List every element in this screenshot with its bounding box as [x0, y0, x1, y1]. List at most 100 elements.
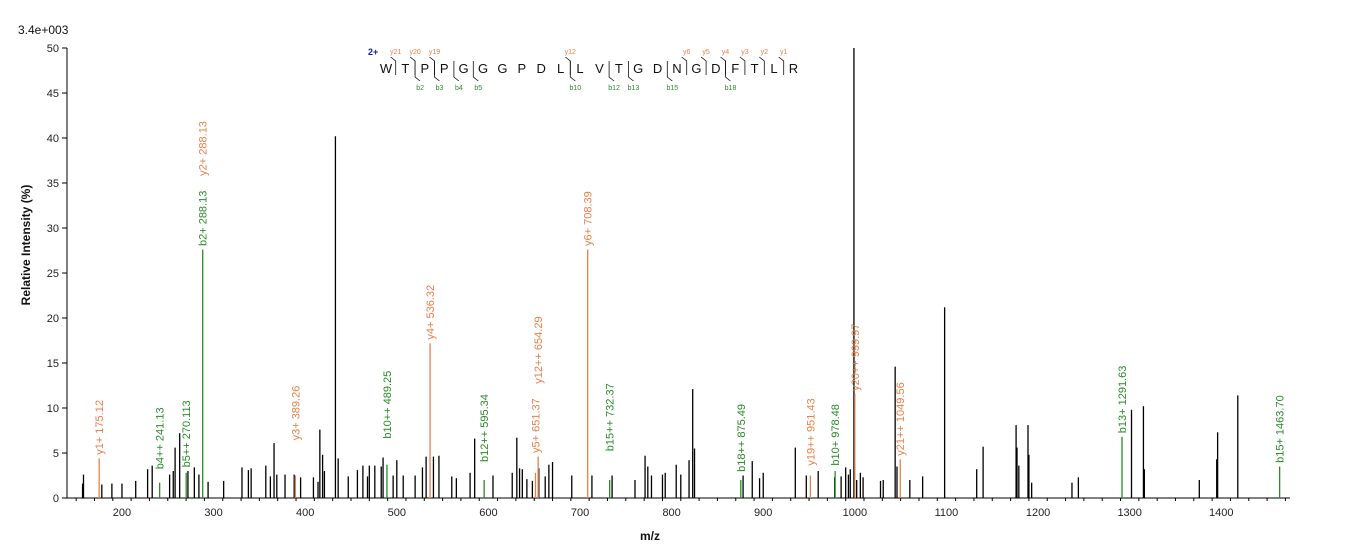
- peak-label: b10++ 489.25: [382, 371, 394, 439]
- peak-bars: [81, 48, 1239, 498]
- sequence-residue: T: [401, 61, 409, 76]
- b-ion-bracket: [608, 61, 615, 82]
- sequence-residue: D: [711, 61, 720, 76]
- b-ion-label: b5: [474, 85, 482, 92]
- y-ion-label: y3: [741, 49, 749, 56]
- sequence-residue: D: [537, 61, 546, 76]
- b-ion-label: b10: [569, 85, 581, 92]
- x-tick-label: 400: [296, 507, 314, 519]
- y-ion-bracket: [739, 56, 746, 75]
- y-ion-bracket: [720, 56, 726, 75]
- x-tick-label: 1300: [1117, 507, 1141, 519]
- b-ion-label: b15: [666, 85, 678, 92]
- charge-state-label: 2+: [368, 47, 378, 57]
- peak-label: y20++ 999.97: [850, 324, 862, 391]
- y-ion-bracket: [759, 56, 765, 75]
- x-tick-label: 600: [479, 507, 497, 519]
- y-ion-label: y21: [390, 49, 401, 56]
- y-ion-label: y4: [722, 49, 730, 56]
- sequence-residue: N: [672, 61, 681, 76]
- y-ion-label: y5: [702, 49, 710, 56]
- b-ion-label: b13: [628, 85, 640, 92]
- x-tick-label: 200: [113, 507, 131, 519]
- x-axis-title: m/z: [640, 529, 660, 543]
- y-tick-label: 40: [47, 133, 59, 145]
- peak-label: b15++ 732.37: [605, 383, 617, 451]
- sequence-residue: P: [517, 61, 526, 76]
- sequence-residue: P: [420, 61, 429, 76]
- b-ion-bracket: [666, 61, 673, 82]
- x-tick-label: 1100: [935, 507, 959, 519]
- y-ion-bracket: [429, 56, 435, 75]
- x-tick-label: 500: [388, 507, 406, 519]
- x-tick-label: 1400: [1209, 507, 1233, 519]
- y-tick-label: 20: [47, 313, 59, 325]
- b-ion-bracket: [725, 61, 731, 82]
- b-ion-label: b3: [436, 85, 444, 92]
- y-ion-bracket: [409, 56, 416, 75]
- peak-label: y1+ 175.12: [94, 400, 106, 455]
- x-tick-label: 1200: [1026, 507, 1050, 519]
- b-ion-label: b2: [416, 85, 424, 92]
- sequence-residue: G: [478, 61, 488, 76]
- peak-label: y3+ 389.26: [290, 386, 302, 441]
- b-ion-label: b4: [455, 85, 463, 92]
- sequence-residue: W: [380, 61, 393, 76]
- peak-label: y4+ 536.32: [425, 285, 437, 340]
- y-ion-bracket: [681, 56, 688, 75]
- y-ion-bracket: [700, 56, 707, 75]
- sequence-residue: P: [440, 61, 449, 76]
- sequence-residue: G: [497, 61, 507, 76]
- y-ion-bracket: [390, 56, 397, 75]
- y-ion-bracket: [778, 56, 785, 75]
- y-tick-label: 45: [47, 88, 59, 100]
- y-ion-label: y2: [761, 49, 769, 56]
- y-ion-label: y20: [409, 49, 420, 56]
- y-ion-label: y19: [429, 49, 440, 56]
- y-ion-label: y12: [565, 49, 576, 56]
- b-ion-bracket: [628, 61, 634, 82]
- y-tick-label: 35: [47, 178, 59, 190]
- sequence-residue: G: [633, 61, 643, 76]
- peak-label: b15+ 1463.70: [1275, 395, 1287, 463]
- peak-label: b2+ 288.13: [198, 191, 210, 246]
- y-ion-label: y1: [780, 49, 788, 56]
- intensity-scale-label: 3.4e+003: [18, 23, 69, 37]
- sequence-residue: F: [731, 61, 739, 76]
- sequence-residue: R: [789, 61, 798, 76]
- peak-label: y2+ 288.13: [198, 121, 210, 176]
- sequence-residue: G: [459, 61, 469, 76]
- x-tick-label: 300: [204, 507, 222, 519]
- peak-label: y12++ 654.29: [533, 316, 545, 383]
- b-ion-bracket: [569, 61, 576, 82]
- sequence-residue: G: [691, 61, 701, 76]
- sequence-residue: L: [557, 61, 564, 76]
- sequence-residue: L: [576, 61, 583, 76]
- sequence-residue: L: [770, 61, 777, 76]
- y-tick-label: 15: [47, 358, 59, 370]
- axes: 0 5 10 15 20 25 30 35 40 45 50 200 300 400 500 600 700 80…: [47, 43, 1290, 519]
- peak-label: b5++ 270.113: [181, 400, 193, 467]
- x-tick-label: 1000: [843, 507, 867, 519]
- b-ion-bracket: [434, 61, 440, 82]
- peak-label: b13+ 1291.63: [1117, 366, 1129, 434]
- y-axis-title: Relative Intensity (%): [19, 185, 33, 306]
- peak-label: b4++ 241.13: [155, 407, 167, 469]
- b-ion-label: b18: [725, 85, 737, 92]
- peak-label: y19++ 951.43: [805, 398, 817, 465]
- peak-label: b12++ 595.34: [479, 394, 491, 462]
- sequence-residue: V: [595, 61, 604, 76]
- peak-label: y21++ 1049.56: [895, 382, 907, 455]
- peak-label: b18++ 875.49: [736, 404, 748, 472]
- b-ion-bracket: [453, 61, 460, 82]
- peak-label: b10+ 978.48: [830, 404, 842, 465]
- y-ion-bracket: [565, 56, 571, 75]
- b-ion-bracket: [472, 61, 479, 82]
- sequence-residue: D: [653, 61, 662, 76]
- y-tick-label: 50: [47, 43, 59, 55]
- x-tick-label: 700: [571, 507, 589, 519]
- x-tick-label: 900: [754, 507, 772, 519]
- y-tick-label: 0: [53, 493, 59, 505]
